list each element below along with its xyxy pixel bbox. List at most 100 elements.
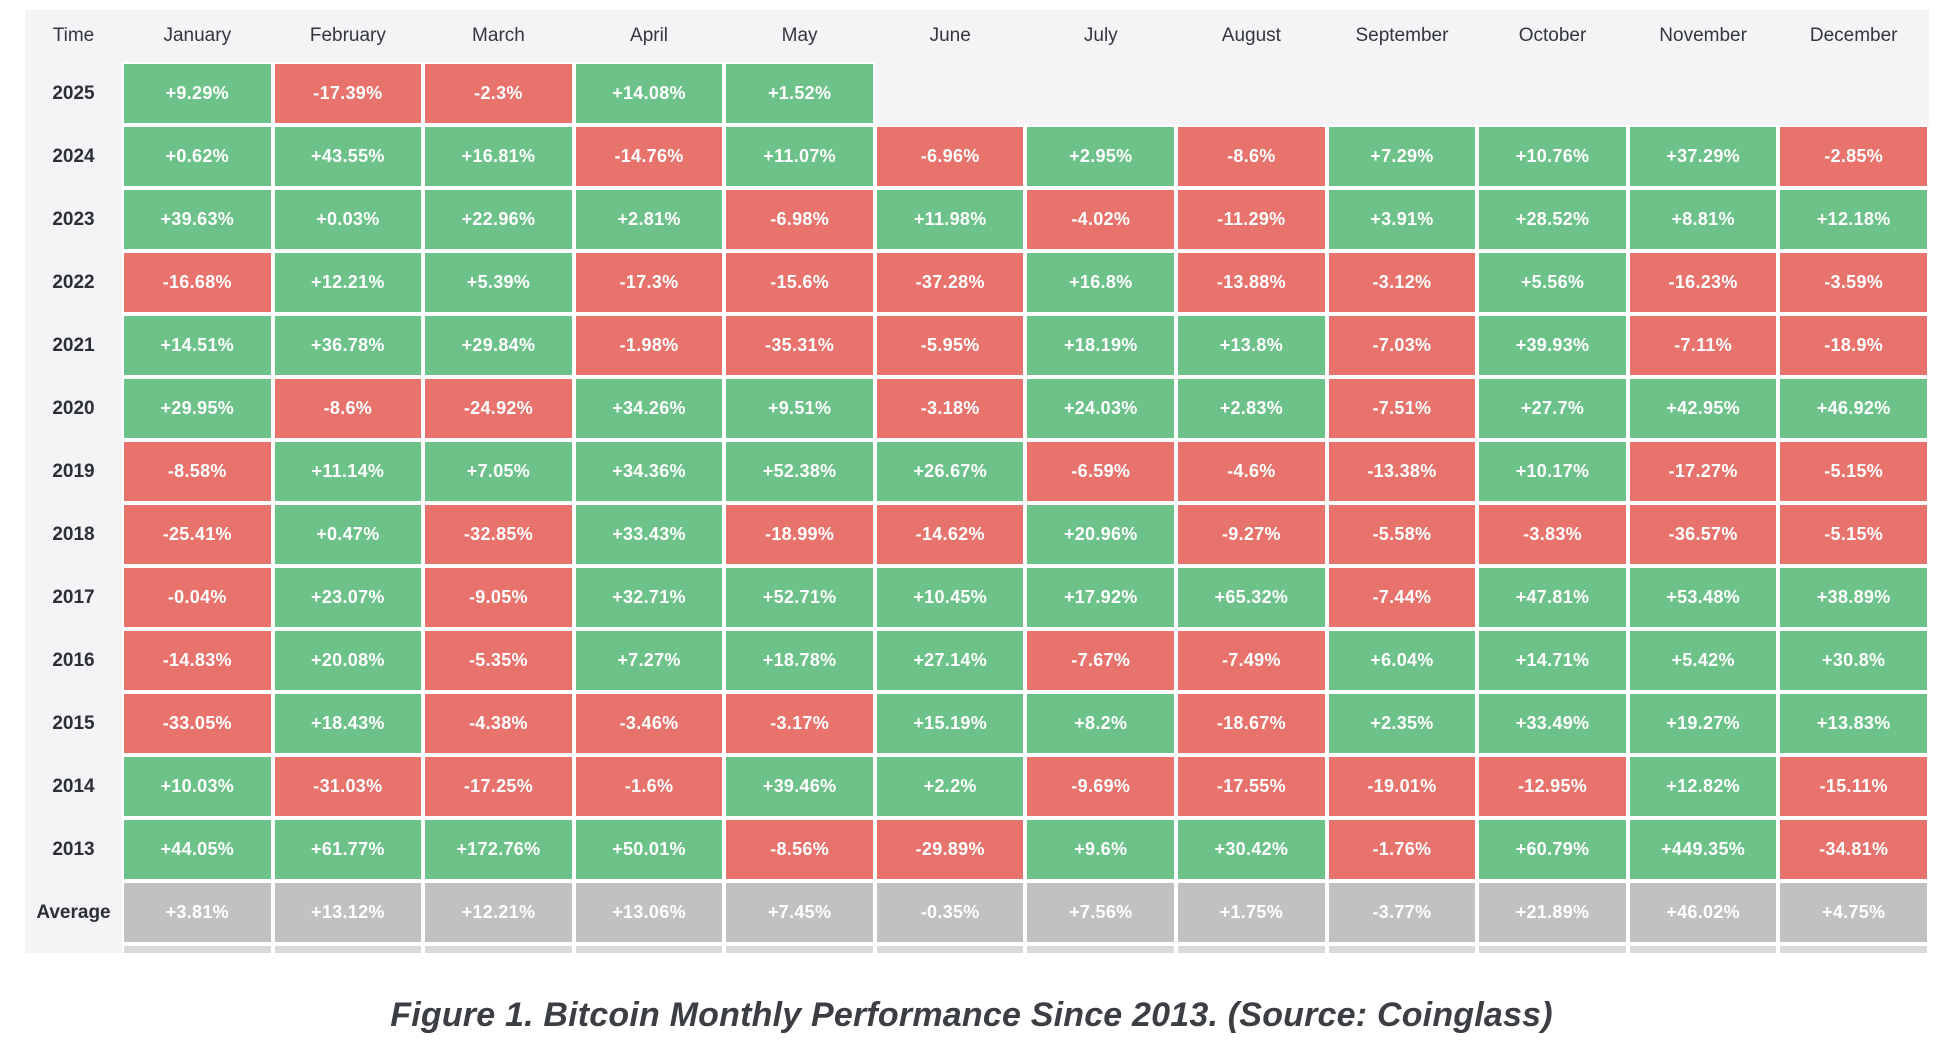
cell-2025-november bbox=[1628, 62, 1779, 125]
cell-2024-april: -14.76% bbox=[573, 125, 725, 188]
column-header-december: December bbox=[1809, 25, 1898, 46]
cell-2014-december: -15.11% bbox=[1778, 755, 1929, 818]
cell-2020-april: +34.26% bbox=[573, 377, 725, 440]
cell-2020-august: +2.83% bbox=[1176, 377, 1327, 440]
figure-caption: Figure 1. Bitcoin Monthly Performance Si… bbox=[390, 996, 1553, 1034]
cell-2025-august bbox=[1176, 62, 1327, 125]
cell-2016-april: +7.27% bbox=[573, 629, 725, 692]
cell-2024-august: -8.6% bbox=[1176, 125, 1327, 188]
cell-2022-july: +16.8% bbox=[1025, 251, 1177, 314]
cell-2018-february: +0.47% bbox=[272, 503, 424, 566]
cell-2022-september: -3.12% bbox=[1326, 251, 1478, 314]
cell-2017-september: -7.44% bbox=[1326, 566, 1478, 629]
partial-cell-june bbox=[874, 944, 1026, 953]
cell-2013-december: -34.81% bbox=[1778, 818, 1929, 881]
cell-2023-march: +22.96% bbox=[423, 188, 574, 251]
row-label-2021: 2021 bbox=[52, 334, 95, 356]
cell-2023-february: +0.03% bbox=[272, 188, 424, 251]
cell-2021-november: -7.11% bbox=[1627, 314, 1779, 377]
cell-2021-august: +13.8% bbox=[1176, 314, 1327, 377]
cell-2017-november: +53.48% bbox=[1627, 566, 1779, 629]
cell-2018-september: -5.58% bbox=[1326, 503, 1478, 566]
partial-cell-august bbox=[1176, 944, 1327, 953]
cell-2013-february: +61.77% bbox=[272, 818, 424, 881]
cell-2024-october: +10.76% bbox=[1477, 125, 1628, 188]
cell-average-january: +3.81% bbox=[122, 881, 273, 944]
cell-2025-july bbox=[1025, 62, 1176, 125]
cell-2021-april: -1.98% bbox=[573, 314, 725, 377]
row-label-2025: 2025 bbox=[52, 82, 95, 104]
cell-2014-september: -19.01% bbox=[1326, 755, 1478, 818]
cell-2025-october bbox=[1477, 62, 1628, 125]
column-header-june: June bbox=[929, 25, 971, 46]
partial-cell-july bbox=[1025, 944, 1177, 953]
cell-2014-april: -1.6% bbox=[573, 755, 725, 818]
cell-2019-july: -6.59% bbox=[1025, 440, 1177, 503]
partial-cell-november bbox=[1627, 944, 1779, 953]
column-header-october: October bbox=[1518, 25, 1587, 46]
cell-2014-october: -12.95% bbox=[1477, 755, 1628, 818]
cell-2016-september: +6.04% bbox=[1326, 629, 1478, 692]
cell-2014-may: +39.46% bbox=[724, 755, 875, 818]
cell-2013-may: -8.56% bbox=[724, 818, 875, 881]
cell-2015-june: +15.19% bbox=[874, 692, 1026, 755]
cell-2018-may: -18.99% bbox=[724, 503, 875, 566]
cell-2016-november: +5.42% bbox=[1627, 629, 1779, 692]
cell-average-april: +13.06% bbox=[573, 881, 725, 944]
cell-2021-september: -7.03% bbox=[1326, 314, 1478, 377]
cell-2017-march: -9.05% bbox=[423, 566, 574, 629]
column-header-may: May bbox=[781, 25, 818, 46]
cell-2018-march: -32.85% bbox=[423, 503, 574, 566]
cell-2016-february: +20.08% bbox=[272, 629, 424, 692]
cell-average-may: +7.45% bbox=[724, 881, 875, 944]
cell-2013-april: +50.01% bbox=[573, 818, 725, 881]
cell-2022-august: -13.88% bbox=[1176, 251, 1327, 314]
row-label-2020: 2020 bbox=[52, 397, 95, 419]
cell-average-september: -3.77% bbox=[1326, 881, 1478, 944]
cell-2022-march: +5.39% bbox=[423, 251, 574, 314]
cell-2023-september: +3.91% bbox=[1326, 188, 1478, 251]
cell-2021-may: -35.31% bbox=[724, 314, 875, 377]
column-header-january: January bbox=[163, 25, 232, 46]
cell-2023-may: -6.98% bbox=[724, 188, 875, 251]
cell-2019-september: -13.38% bbox=[1326, 440, 1478, 503]
partial-cell-may bbox=[724, 944, 875, 953]
cell-average-december: +4.75% bbox=[1778, 881, 1929, 944]
cell-2014-march: -17.25% bbox=[423, 755, 574, 818]
cell-2025-september bbox=[1327, 62, 1478, 125]
cell-2021-march: +29.84% bbox=[423, 314, 574, 377]
partial-cell-january bbox=[122, 944, 273, 953]
cell-2019-november: -17.27% bbox=[1627, 440, 1779, 503]
cell-2018-july: +20.96% bbox=[1025, 503, 1177, 566]
cell-2013-november: +449.35% bbox=[1627, 818, 1779, 881]
cell-2017-january: -0.04% bbox=[122, 566, 273, 629]
cell-2014-july: -9.69% bbox=[1025, 755, 1177, 818]
partial-cell-february bbox=[272, 944, 424, 953]
column-header-july: July bbox=[1083, 25, 1118, 46]
partial-cell-april bbox=[573, 944, 725, 953]
cell-2021-july: +18.19% bbox=[1025, 314, 1177, 377]
cell-2019-february: +11.14% bbox=[272, 440, 424, 503]
cell-2018-december: -5.15% bbox=[1778, 503, 1929, 566]
cell-2022-may: -15.6% bbox=[724, 251, 875, 314]
row-label-2013: 2013 bbox=[52, 838, 95, 860]
cell-2015-march: -4.38% bbox=[423, 692, 574, 755]
cell-2015-january: -33.05% bbox=[122, 692, 273, 755]
cell-2015-october: +33.49% bbox=[1477, 692, 1628, 755]
column-header-time: Time bbox=[52, 25, 95, 46]
cell-2015-november: +19.27% bbox=[1627, 692, 1779, 755]
cell-2014-june: +2.2% bbox=[874, 755, 1026, 818]
heatmap-grid: Time January February March April May June July… bbox=[25, 10, 1929, 953]
cell-2014-february: -31.03% bbox=[272, 755, 424, 818]
cell-2020-september: -7.51% bbox=[1326, 377, 1478, 440]
row-label-2018: 2018 bbox=[52, 523, 95, 545]
row-label-2023: 2023 bbox=[52, 208, 95, 230]
cell-2017-june: +10.45% bbox=[874, 566, 1026, 629]
row-label-2022: 2022 bbox=[52, 271, 95, 293]
cell-2015-december: +13.83% bbox=[1778, 692, 1929, 755]
cell-2017-february: +23.07% bbox=[272, 566, 424, 629]
cell-2013-june: -29.89% bbox=[874, 818, 1026, 881]
cell-2017-october: +47.81% bbox=[1477, 566, 1628, 629]
cell-average-august: +1.75% bbox=[1176, 881, 1327, 944]
